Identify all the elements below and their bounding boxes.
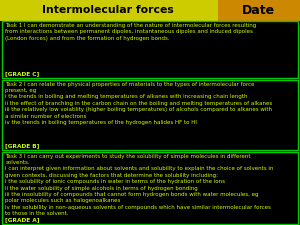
Text: Task 3 I can carry out experiments to study the solubility of simple molecules i: Task 3 I can carry out experiments to st…: [5, 154, 274, 216]
Text: [GRADE A]: [GRADE A]: [5, 217, 40, 222]
FancyBboxPatch shape: [2, 152, 298, 224]
Text: Task 1 I can demonstrate an understanding of the nature of intermolecular forces: Task 1 I can demonstrate an understandin…: [5, 23, 256, 40]
FancyBboxPatch shape: [218, 0, 300, 21]
FancyBboxPatch shape: [2, 80, 298, 150]
Text: Task 2 I can relate the physical properties of materials to the types of intermo: Task 2 I can relate the physical propert…: [5, 82, 273, 125]
Text: [GRADE C]: [GRADE C]: [5, 71, 40, 76]
Text: Intermolecular forces: Intermolecular forces: [42, 5, 174, 16]
Text: [GRADE B]: [GRADE B]: [5, 143, 40, 148]
Text: Date: Date: [242, 4, 275, 17]
FancyBboxPatch shape: [2, 21, 298, 78]
FancyBboxPatch shape: [0, 0, 218, 21]
